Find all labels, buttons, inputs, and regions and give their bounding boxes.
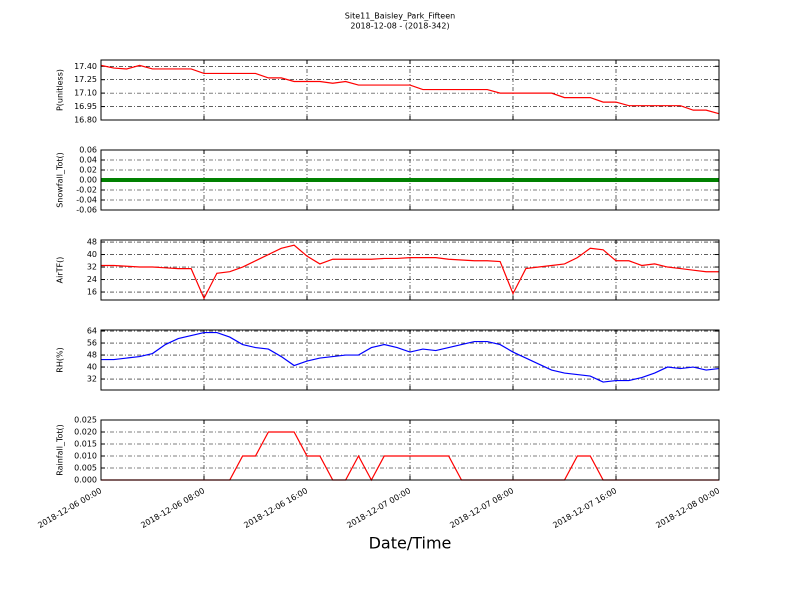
y-tick-label: 0.000 bbox=[74, 476, 97, 485]
y-tick-label: 64 bbox=[87, 327, 97, 336]
y-tick-label: -0.04 bbox=[76, 196, 97, 205]
plot-frame bbox=[100, 59, 720, 121]
y-tick-label: 17.25 bbox=[74, 75, 97, 84]
plot-frame bbox=[100, 419, 720, 481]
y-tick-label: 32 bbox=[87, 375, 97, 384]
y-tick-label: 16.95 bbox=[74, 102, 97, 111]
y-tick-label: 40 bbox=[87, 363, 97, 372]
y-tick-label: 32 bbox=[87, 263, 97, 272]
y-tick-label: -0.02 bbox=[76, 186, 97, 195]
y-tick-label: 0.020 bbox=[74, 428, 97, 437]
y-tick-label: 0.00 bbox=[79, 176, 97, 185]
chart-title: Site11_Baisley_Park_Fifteen bbox=[345, 12, 455, 21]
y-tick-label: 17.40 bbox=[74, 62, 97, 71]
series-line bbox=[101, 331, 720, 383]
y-tick-label: 0.06 bbox=[79, 146, 97, 155]
y-axis-label: Snowfall_Tot() bbox=[56, 152, 65, 208]
plot-frame bbox=[100, 329, 720, 391]
y-tick-label: 0.025 bbox=[74, 416, 97, 425]
y-axis-label: P(unitless) bbox=[56, 69, 65, 111]
y-tick-label: 0.015 bbox=[74, 440, 97, 449]
y-tick-label: 0.005 bbox=[74, 464, 97, 473]
y-axis-label: Rainfall_Tot() bbox=[56, 424, 65, 476]
y-tick-label: -0.06 bbox=[76, 206, 97, 215]
y-tick-label: 16 bbox=[87, 288, 97, 297]
y-tick-label: 0.02 bbox=[79, 166, 97, 175]
series-line bbox=[100, 64, 720, 115]
chart-subtitle: 2018-12-08 - (2018-342) bbox=[350, 22, 449, 31]
y-axis-label: AirTF() bbox=[56, 257, 65, 284]
series-line bbox=[101, 244, 719, 300]
plot-frame bbox=[100, 149, 720, 211]
y-tick-label: 56 bbox=[87, 339, 97, 348]
y-tick-label: 0.04 bbox=[79, 156, 97, 165]
y-tick-label: 48 bbox=[87, 238, 97, 247]
y-axis-label: RH(%) bbox=[56, 347, 65, 372]
y-tick-label: 0.010 bbox=[74, 452, 97, 461]
y-tick-label: 24 bbox=[87, 275, 97, 284]
y-tick-label: 17.10 bbox=[74, 89, 97, 98]
plot-frame bbox=[100, 239, 720, 301]
y-tick-label: 16.80 bbox=[74, 116, 97, 125]
x-axis-label: Date/Time bbox=[369, 534, 452, 553]
y-tick-label: 40 bbox=[87, 250, 97, 259]
y-tick-label: 48 bbox=[87, 351, 97, 360]
